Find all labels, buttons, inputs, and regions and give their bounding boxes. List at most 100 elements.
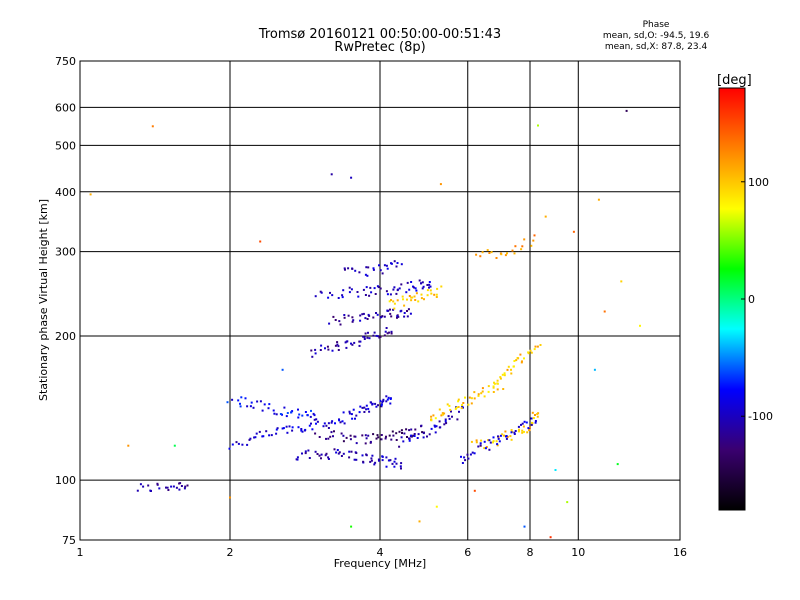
- data-point: [353, 458, 356, 461]
- data-point: [372, 316, 375, 319]
- data-point: [334, 319, 337, 321]
- data-point: [385, 264, 388, 267]
- data-point: [268, 403, 271, 406]
- data-point: [127, 444, 130, 447]
- data-point: [343, 267, 346, 270]
- data-point: [400, 429, 403, 432]
- data-point: [433, 424, 436, 427]
- data-point: [394, 457, 397, 460]
- colorbar-tick-label: -100: [748, 410, 773, 423]
- x-tick-label: 8: [527, 546, 534, 559]
- colorbar: [718, 87, 746, 511]
- data-point: [435, 296, 438, 298]
- data-point: [533, 348, 536, 351]
- data-point: [364, 294, 367, 296]
- data-point: [470, 402, 473, 405]
- data-point: [390, 332, 393, 335]
- data-point: [386, 267, 389, 270]
- data-point: [483, 440, 486, 443]
- data-point: [262, 435, 265, 438]
- x-tick-label: 16: [673, 546, 687, 559]
- data-point: [529, 426, 531, 429]
- data-point: [355, 442, 358, 445]
- data-point: [510, 429, 513, 432]
- data-point: [339, 323, 342, 326]
- data-point: [395, 462, 398, 465]
- data-point: [387, 396, 390, 399]
- x-tick-labels: 1 2 4 6 8 10 16: [77, 546, 688, 559]
- data-point: [362, 288, 365, 291]
- data-point: [381, 272, 384, 275]
- data-point: [446, 403, 449, 406]
- y-axis-label: Stationary phase Virtual Height [km]: [37, 199, 50, 401]
- data-point: [355, 458, 358, 461]
- data-point: [320, 453, 323, 456]
- data-point: [400, 467, 402, 470]
- data-point: [139, 483, 142, 486]
- data-point: [350, 176, 353, 179]
- data-point: [408, 288, 411, 291]
- data-point: [593, 368, 596, 371]
- data-point: [361, 406, 364, 409]
- data-point: [413, 435, 416, 437]
- data-point: [400, 436, 403, 439]
- data-point: [348, 450, 351, 453]
- data-point: [375, 334, 378, 337]
- data-point: [414, 299, 417, 301]
- data-point: [333, 430, 335, 433]
- data-point: [529, 349, 532, 352]
- data-point: [428, 283, 431, 286]
- data-point: [279, 413, 282, 415]
- data-point: [151, 125, 154, 128]
- data-point: [386, 398, 389, 401]
- data-point: [291, 426, 294, 429]
- data-point: [338, 419, 341, 422]
- data-point: [375, 312, 377, 314]
- data-point: [358, 271, 361, 274]
- data-point: [348, 412, 351, 415]
- data-point: [462, 406, 464, 409]
- data-point: [389, 398, 392, 400]
- data-point: [422, 285, 425, 288]
- plot-frame: [79, 60, 681, 541]
- data-point: [413, 295, 416, 298]
- data-point: [503, 374, 506, 377]
- data-point: [327, 458, 330, 460]
- data-point: [254, 436, 257, 439]
- data-point: [351, 316, 354, 319]
- data-point: [480, 392, 483, 395]
- colorbar-ticks: 100 0 -100: [741, 176, 773, 423]
- x-axis-label: Frequency [MHz]: [334, 557, 426, 570]
- data-point: [240, 396, 243, 399]
- data-point: [323, 422, 326, 425]
- data-point: [444, 420, 447, 423]
- data-point: [347, 267, 350, 270]
- data-point: [420, 293, 423, 296]
- data-point: [499, 434, 502, 437]
- data-point: [487, 390, 490, 393]
- data-point: [398, 445, 401, 448]
- data-point: [420, 424, 423, 427]
- data-point: [536, 345, 539, 348]
- data-point: [477, 393, 480, 396]
- data-point: [285, 425, 288, 428]
- y-tick-label: 75: [62, 534, 76, 547]
- data-point: [520, 248, 523, 251]
- data-point: [498, 440, 501, 443]
- data-point: [370, 291, 373, 294]
- data-point: [353, 435, 356, 438]
- data-point: [444, 418, 447, 421]
- data-point: [385, 465, 388, 468]
- data-point: [365, 286, 368, 289]
- data-point: [325, 424, 328, 427]
- data-point: [435, 293, 438, 296]
- data-point: [421, 281, 424, 284]
- data-point: [533, 234, 536, 237]
- data-point: [364, 332, 367, 335]
- data-point: [367, 434, 370, 437]
- data-point: [345, 340, 348, 343]
- data-point: [572, 230, 575, 233]
- data-point: [496, 443, 499, 446]
- data-point: [625, 109, 628, 112]
- data-point: [497, 435, 499, 438]
